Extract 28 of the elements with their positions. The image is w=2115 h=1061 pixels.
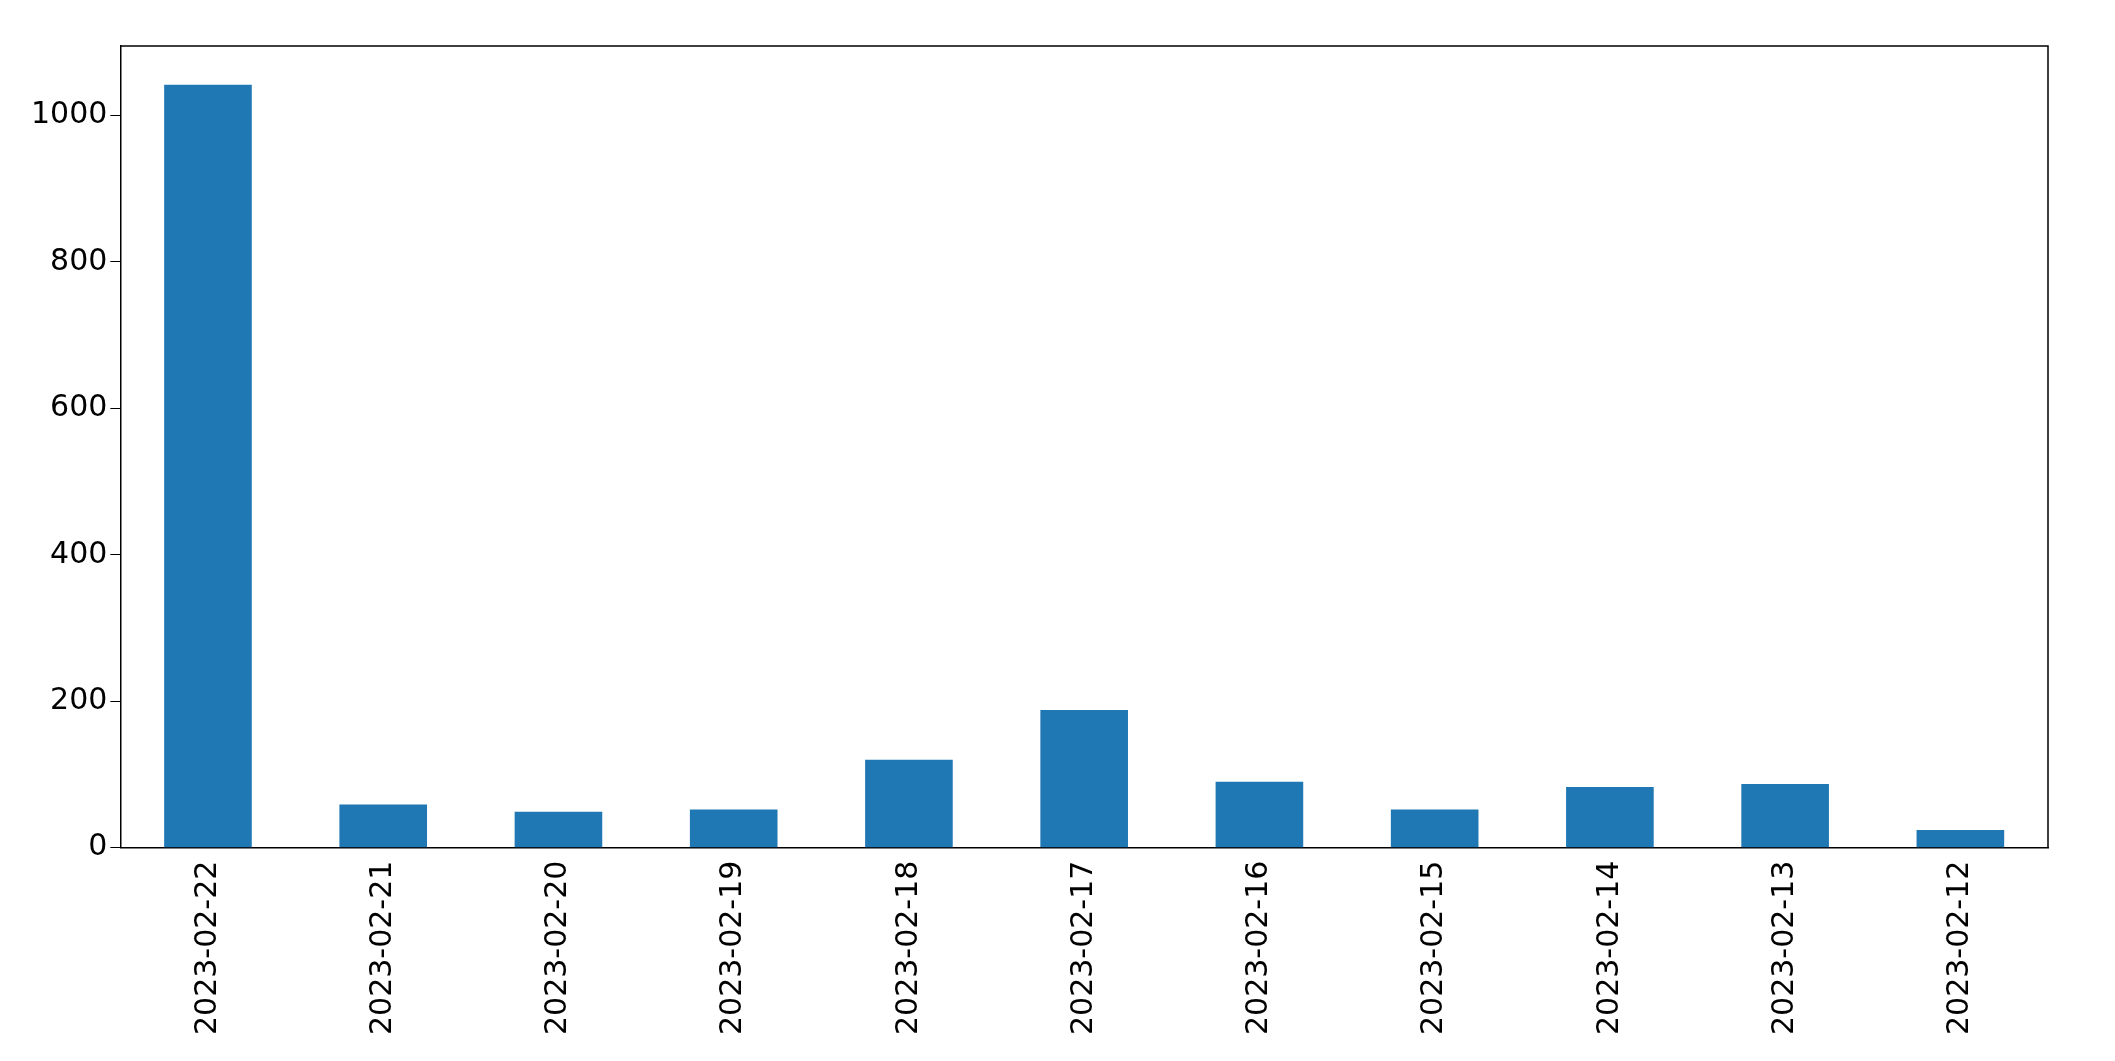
x-tick-label: 2023-02-12	[1940, 860, 1976, 1036]
bar	[689, 809, 778, 848]
bar	[1215, 781, 1304, 848]
bar	[1916, 830, 2005, 848]
bar	[1390, 809, 1479, 848]
bar	[164, 84, 252, 848]
x-tick-label: 2023-02-17	[1063, 860, 1099, 1036]
y-tick-label: 0	[88, 827, 108, 863]
x-tick-label: 2023-02-15	[1414, 860, 1450, 1036]
bar	[339, 804, 428, 848]
y-tick-label: 600	[50, 388, 108, 424]
x-tick-label: 2023-02-20	[538, 860, 574, 1036]
x-tick-label: 2023-02-16	[1239, 860, 1275, 1036]
y-tick-label: 200	[50, 681, 108, 717]
x-tick-label: 2023-02-14	[1589, 860, 1625, 1036]
x-tick-label: 2023-02-19	[713, 860, 749, 1036]
y-tick-label: 400	[50, 534, 108, 570]
x-tick-label: 2023-02-13	[1764, 860, 1800, 1036]
y-tick-label: 800	[50, 241, 108, 277]
bar	[1741, 783, 1829, 848]
bar	[514, 811, 603, 848]
bar	[1566, 786, 1654, 848]
x-tick-label: 2023-02-22	[187, 860, 223, 1036]
bar	[1040, 710, 1128, 848]
x-tick-label: 2023-02-21	[363, 860, 399, 1036]
x-tick-label: 2023-02-18	[888, 860, 924, 1036]
y-tick-label: 1000	[30, 95, 108, 131]
bar	[865, 759, 953, 848]
